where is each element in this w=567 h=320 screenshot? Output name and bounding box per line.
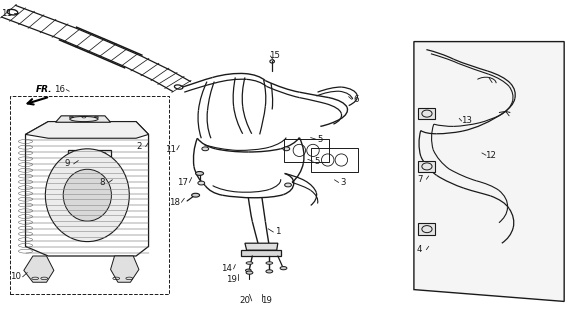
Polygon shape bbox=[56, 116, 111, 122]
Bar bbox=[68, 150, 111, 171]
Ellipse shape bbox=[196, 172, 204, 175]
Text: 11: 11 bbox=[1, 9, 12, 18]
Text: 20: 20 bbox=[239, 296, 251, 305]
Ellipse shape bbox=[266, 262, 273, 264]
Ellipse shape bbox=[285, 183, 291, 187]
Text: 13: 13 bbox=[460, 116, 472, 125]
Text: FR.: FR. bbox=[36, 85, 53, 94]
Ellipse shape bbox=[192, 193, 200, 197]
Text: 11: 11 bbox=[164, 145, 176, 154]
Text: 19: 19 bbox=[226, 276, 237, 284]
Ellipse shape bbox=[64, 169, 111, 221]
Polygon shape bbox=[418, 161, 435, 172]
Text: 15: 15 bbox=[269, 52, 281, 60]
Text: 7: 7 bbox=[417, 175, 422, 184]
Polygon shape bbox=[414, 42, 564, 301]
Polygon shape bbox=[241, 250, 281, 256]
Text: 6: 6 bbox=[353, 95, 359, 104]
Text: 14: 14 bbox=[221, 264, 232, 273]
Text: 12: 12 bbox=[485, 151, 496, 160]
Text: 2: 2 bbox=[136, 142, 142, 151]
Text: 10: 10 bbox=[10, 272, 22, 281]
Text: 8: 8 bbox=[99, 178, 105, 187]
Text: 3: 3 bbox=[340, 178, 346, 187]
Text: 5: 5 bbox=[318, 135, 323, 144]
Bar bbox=[10, 96, 169, 294]
Text: 17: 17 bbox=[177, 178, 188, 187]
Text: 9: 9 bbox=[64, 159, 70, 168]
Polygon shape bbox=[24, 256, 54, 282]
Ellipse shape bbox=[280, 267, 287, 270]
Ellipse shape bbox=[266, 270, 273, 273]
Polygon shape bbox=[26, 122, 149, 138]
Ellipse shape bbox=[202, 147, 209, 151]
Text: 16: 16 bbox=[54, 85, 65, 94]
Polygon shape bbox=[418, 108, 435, 119]
Polygon shape bbox=[245, 243, 278, 250]
Text: 18: 18 bbox=[169, 198, 180, 207]
Ellipse shape bbox=[246, 269, 251, 272]
Polygon shape bbox=[111, 256, 139, 282]
Text: 19: 19 bbox=[261, 296, 272, 305]
Ellipse shape bbox=[246, 271, 253, 274]
Text: 4: 4 bbox=[417, 245, 422, 254]
Text: 1: 1 bbox=[275, 228, 281, 236]
Ellipse shape bbox=[283, 147, 290, 151]
Ellipse shape bbox=[198, 181, 205, 185]
Ellipse shape bbox=[246, 262, 253, 264]
Polygon shape bbox=[418, 223, 435, 235]
Text: 5: 5 bbox=[315, 157, 320, 166]
Ellipse shape bbox=[45, 149, 129, 242]
